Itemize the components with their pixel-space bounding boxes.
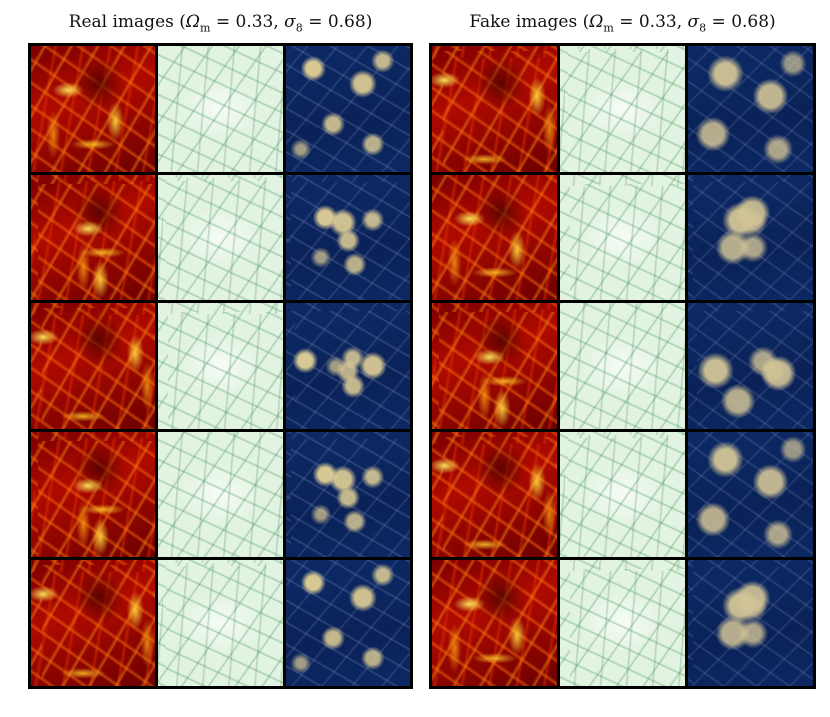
- omega-value: = 0.33: [619, 12, 677, 32]
- omega-symbol: Ω: [185, 12, 201, 32]
- real-density-tile-1: [31, 46, 156, 172]
- fake-gas-tile-3: [560, 303, 685, 429]
- real-gas-tile-2: [158, 174, 283, 301]
- fake-gas-tile-1: [560, 46, 685, 172]
- title-prefix: Real images: [68, 12, 174, 32]
- fake-temperature-tile-2: [688, 174, 813, 301]
- fake-temperature-tile-4: [688, 431, 813, 558]
- real-images-grid: [28, 43, 413, 689]
- fake-density-tile-4: [432, 431, 557, 558]
- sigma-subscript: 8: [699, 21, 707, 35]
- title-prefix: Fake images: [469, 12, 578, 32]
- sigma-symbol: σ: [284, 12, 296, 32]
- real-density-tile-3: [31, 303, 156, 429]
- fake-density-tile-2: [432, 174, 557, 301]
- real-gas-tile-4: [158, 431, 283, 558]
- fake-density-tile-1: [432, 46, 557, 172]
- sigma-symbol: σ: [687, 12, 700, 32]
- real-density-tile-5: [31, 560, 156, 686]
- fake-density-tile-3: [432, 303, 557, 429]
- fake-gas-tile-2: [560, 174, 685, 301]
- real-gas-tile-3: [158, 303, 283, 429]
- sigma-subscript: 8: [295, 21, 303, 35]
- real-temperature-tile-2: [285, 174, 410, 301]
- fake-images-title: Fake images (Ωm = 0.33, σ8 = 0.68): [469, 12, 776, 35]
- omega-symbol: Ω: [589, 12, 604, 32]
- real-gas-tile-1: [158, 46, 283, 172]
- fake-density-tile-5: [432, 560, 557, 686]
- real-density-tile-4: [31, 431, 156, 558]
- fake-temperature-tile-3: [688, 303, 813, 429]
- sigma-value: = 0.68: [711, 12, 770, 32]
- sigma-value: = 0.68: [308, 12, 366, 32]
- fake-images-grid: [429, 43, 816, 689]
- omega-value: = 0.33: [215, 12, 274, 32]
- real-temperature-tile-4: [285, 431, 410, 558]
- fake-temperature-tile-5: [688, 560, 813, 686]
- omega-subscript: m: [603, 21, 614, 35]
- real-temperature-tile-5: [285, 560, 410, 686]
- fake-gas-tile-5: [560, 560, 685, 686]
- omega-subscript: m: [200, 21, 211, 35]
- real-gas-tile-5: [158, 560, 283, 686]
- fake-temperature-tile-1: [688, 46, 813, 172]
- real-temperature-tile-1: [285, 46, 410, 172]
- fake-gas-tile-4: [560, 431, 685, 558]
- real-density-tile-2: [31, 174, 156, 301]
- real-images-title: Real images (Ωm = 0.33, σ8 = 0.68): [68, 12, 373, 35]
- real-temperature-tile-3: [285, 303, 410, 429]
